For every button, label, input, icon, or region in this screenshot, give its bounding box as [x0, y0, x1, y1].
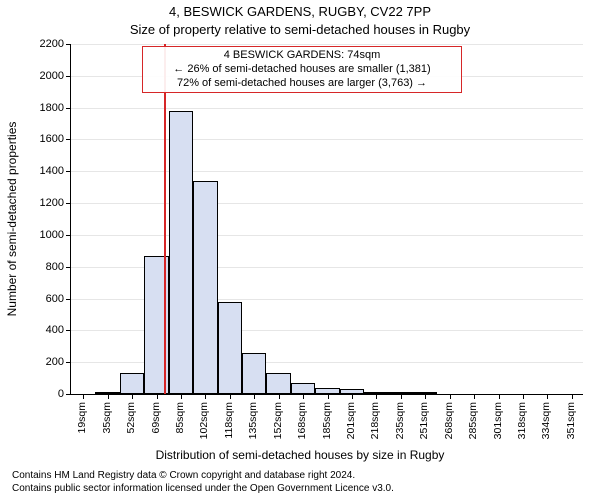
- xtick-mark: [83, 394, 84, 399]
- xtick-label: 218sqm: [369, 402, 381, 439]
- xtick-label: 52sqm: [125, 402, 137, 434]
- xtick-label: 318sqm: [516, 402, 528, 439]
- ytick-label: 1400: [24, 165, 64, 177]
- xtick-mark: [303, 394, 304, 399]
- xtick-mark: [425, 394, 426, 399]
- xtick-mark: [523, 394, 524, 399]
- y-axis-title: Number of semi-detached properties: [5, 122, 19, 317]
- annotation-line1: 4 BESWICK GARDENS: 74sqm: [147, 49, 457, 63]
- xtick-mark: [279, 394, 280, 399]
- xtick-mark: [474, 394, 475, 399]
- histogram-bar: [315, 388, 339, 394]
- xtick-label: 235sqm: [394, 402, 406, 439]
- histogram-bar: [340, 389, 364, 394]
- histogram-bar: [242, 353, 266, 394]
- ytick-mark: [66, 394, 71, 395]
- xtick-label: 185sqm: [321, 402, 333, 439]
- ytick-label: 1000: [24, 229, 64, 241]
- xtick-label: 168sqm: [296, 402, 308, 439]
- xtick-label: 118sqm: [223, 402, 235, 439]
- histogram-bar: [120, 373, 144, 394]
- xtick-label: 201sqm: [345, 402, 357, 439]
- ytick-label: 2200: [24, 38, 64, 50]
- histogram-bar: [218, 302, 242, 394]
- xtick-label: 334sqm: [540, 402, 552, 439]
- ytick-label: 1800: [24, 102, 64, 114]
- xtick-label: 351sqm: [565, 402, 577, 439]
- xtick-label: 268sqm: [443, 402, 455, 439]
- ytick-label: 0: [24, 388, 64, 400]
- xtick-label: 285sqm: [467, 402, 479, 439]
- footer-line2: Contains public sector information licen…: [12, 483, 588, 496]
- xtick-label: 152sqm: [272, 402, 284, 439]
- histogram-bar: [193, 181, 217, 394]
- histogram-bar: [413, 392, 437, 394]
- xtick-mark: [157, 394, 158, 399]
- footer-line1: Contains HM Land Registry data © Crown c…: [12, 470, 588, 483]
- xtick-label: 301sqm: [492, 402, 504, 439]
- xtick-label: 102sqm: [198, 402, 210, 439]
- ytick-label: 200: [24, 356, 64, 368]
- footer-attribution: Contains HM Land Registry data © Crown c…: [12, 470, 588, 495]
- chart-title-line1: 4, BESWICK GARDENS, RUGBY, CV22 7PP: [0, 4, 600, 19]
- histogram-bar: [95, 392, 119, 394]
- ytick-label: 1600: [24, 133, 64, 145]
- xtick-label: 251sqm: [418, 402, 430, 439]
- xtick-label: 19sqm: [76, 402, 88, 434]
- xtick-mark: [230, 394, 231, 399]
- annotation-line2: ← 26% of semi-detached houses are smalle…: [147, 63, 457, 77]
- xtick-label: 69sqm: [150, 402, 162, 434]
- xtick-mark: [547, 394, 548, 399]
- xtick-label: 135sqm: [247, 402, 259, 439]
- plot-area: 4 BESWICK GARDENS: 74sqm ← 26% of semi-d…: [70, 44, 583, 395]
- xtick-label: 35sqm: [101, 402, 113, 434]
- histogram-bar: [364, 392, 388, 394]
- xtick-mark: [572, 394, 573, 399]
- chart-title-line2: Size of property relative to semi-detach…: [0, 22, 600, 37]
- xtick-mark: [499, 394, 500, 399]
- xtick-mark: [328, 394, 329, 399]
- xtick-mark: [205, 394, 206, 399]
- xtick-mark: [108, 394, 109, 399]
- xtick-mark: [254, 394, 255, 399]
- xtick-mark: [352, 394, 353, 399]
- x-axis-title: Distribution of semi-detached houses by …: [0, 448, 600, 462]
- annotation-box: 4 BESWICK GARDENS: 74sqm ← 26% of semi-d…: [142, 46, 462, 93]
- xtick-mark: [450, 394, 451, 399]
- ytick-label: 600: [24, 293, 64, 305]
- xtick-label: 85sqm: [174, 402, 186, 434]
- xtick-mark: [181, 394, 182, 399]
- ytick-label: 800: [24, 261, 64, 273]
- reference-line: [164, 44, 166, 394]
- xtick-mark: [401, 394, 402, 399]
- xtick-mark: [132, 394, 133, 399]
- chart-container: 4, BESWICK GARDENS, RUGBY, CV22 7PP Size…: [0, 0, 600, 500]
- ytick-label: 2000: [24, 70, 64, 82]
- histogram-bar: [169, 111, 193, 394]
- histogram-bar: [291, 383, 315, 394]
- ytick-label: 1200: [24, 197, 64, 209]
- bars-layer: [71, 44, 583, 394]
- histogram-bar: [389, 392, 413, 394]
- ytick-label: 400: [24, 324, 64, 336]
- xtick-mark: [376, 394, 377, 399]
- histogram-bar: [266, 373, 290, 394]
- annotation-line3: 72% of semi-detached houses are larger (…: [147, 77, 457, 91]
